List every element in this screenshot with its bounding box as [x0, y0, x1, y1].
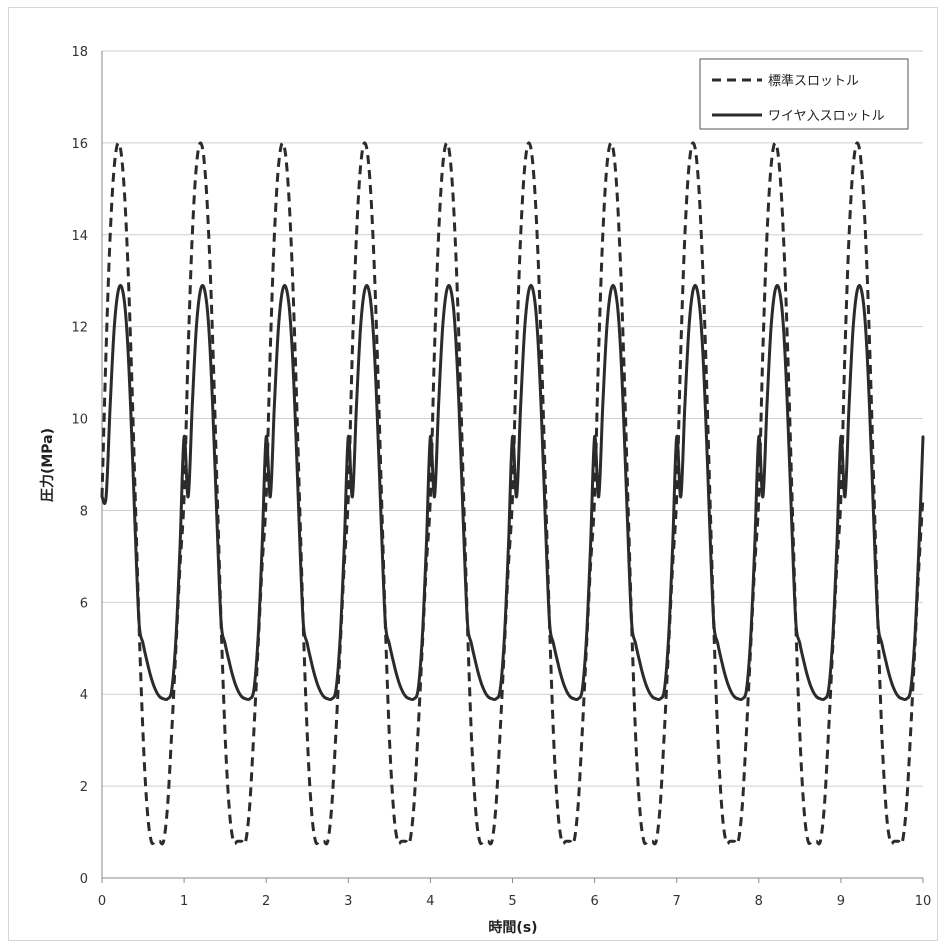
x-tick-label: 2: [262, 894, 270, 909]
x-tick-label: 6: [590, 894, 598, 909]
y-tick-label: 14: [71, 229, 88, 244]
y-tick-label: 0: [80, 872, 88, 887]
y-tick-label: 2: [80, 780, 88, 795]
y-tick-label: 10: [71, 413, 88, 428]
y-tick-label: 6: [80, 596, 88, 611]
series-line-wire-throttle: [100, 283, 925, 702]
x-tick-label: 5: [508, 894, 516, 909]
gridlines: [102, 50, 923, 787]
legend: 標準スロットル ワイヤ入スロットル: [699, 58, 909, 130]
y-tick-label: 18: [71, 45, 88, 60]
x-tick-label: 10: [915, 894, 932, 909]
x-axis-title: 時間(s): [488, 919, 537, 936]
legend-label-standard-throttle: 標準スロットル: [768, 73, 859, 89]
y-tick-label: 4: [80, 688, 88, 703]
y-axis-title: 圧力(MPa): [39, 428, 56, 502]
x-tick-label: 7: [673, 894, 681, 909]
x-tick-label: 4: [426, 894, 434, 909]
legend-box: [699, 58, 909, 130]
x-tick-label: 9: [837, 894, 845, 909]
x-tick-label: 3: [344, 894, 352, 909]
legend-label-wire-throttle: ワイヤ入スロットル: [768, 109, 885, 124]
x-tick-label: 1: [180, 894, 188, 909]
y-tick-label: 12: [71, 321, 88, 336]
x-tick-label: 0: [98, 894, 106, 909]
series-line-standard-throttle: [100, 141, 925, 846]
y-tick-label: 16: [71, 137, 88, 152]
y-tick-label: 8: [80, 504, 88, 519]
series-lines: [100, 141, 925, 846]
x-tick-label: 8: [755, 894, 763, 909]
